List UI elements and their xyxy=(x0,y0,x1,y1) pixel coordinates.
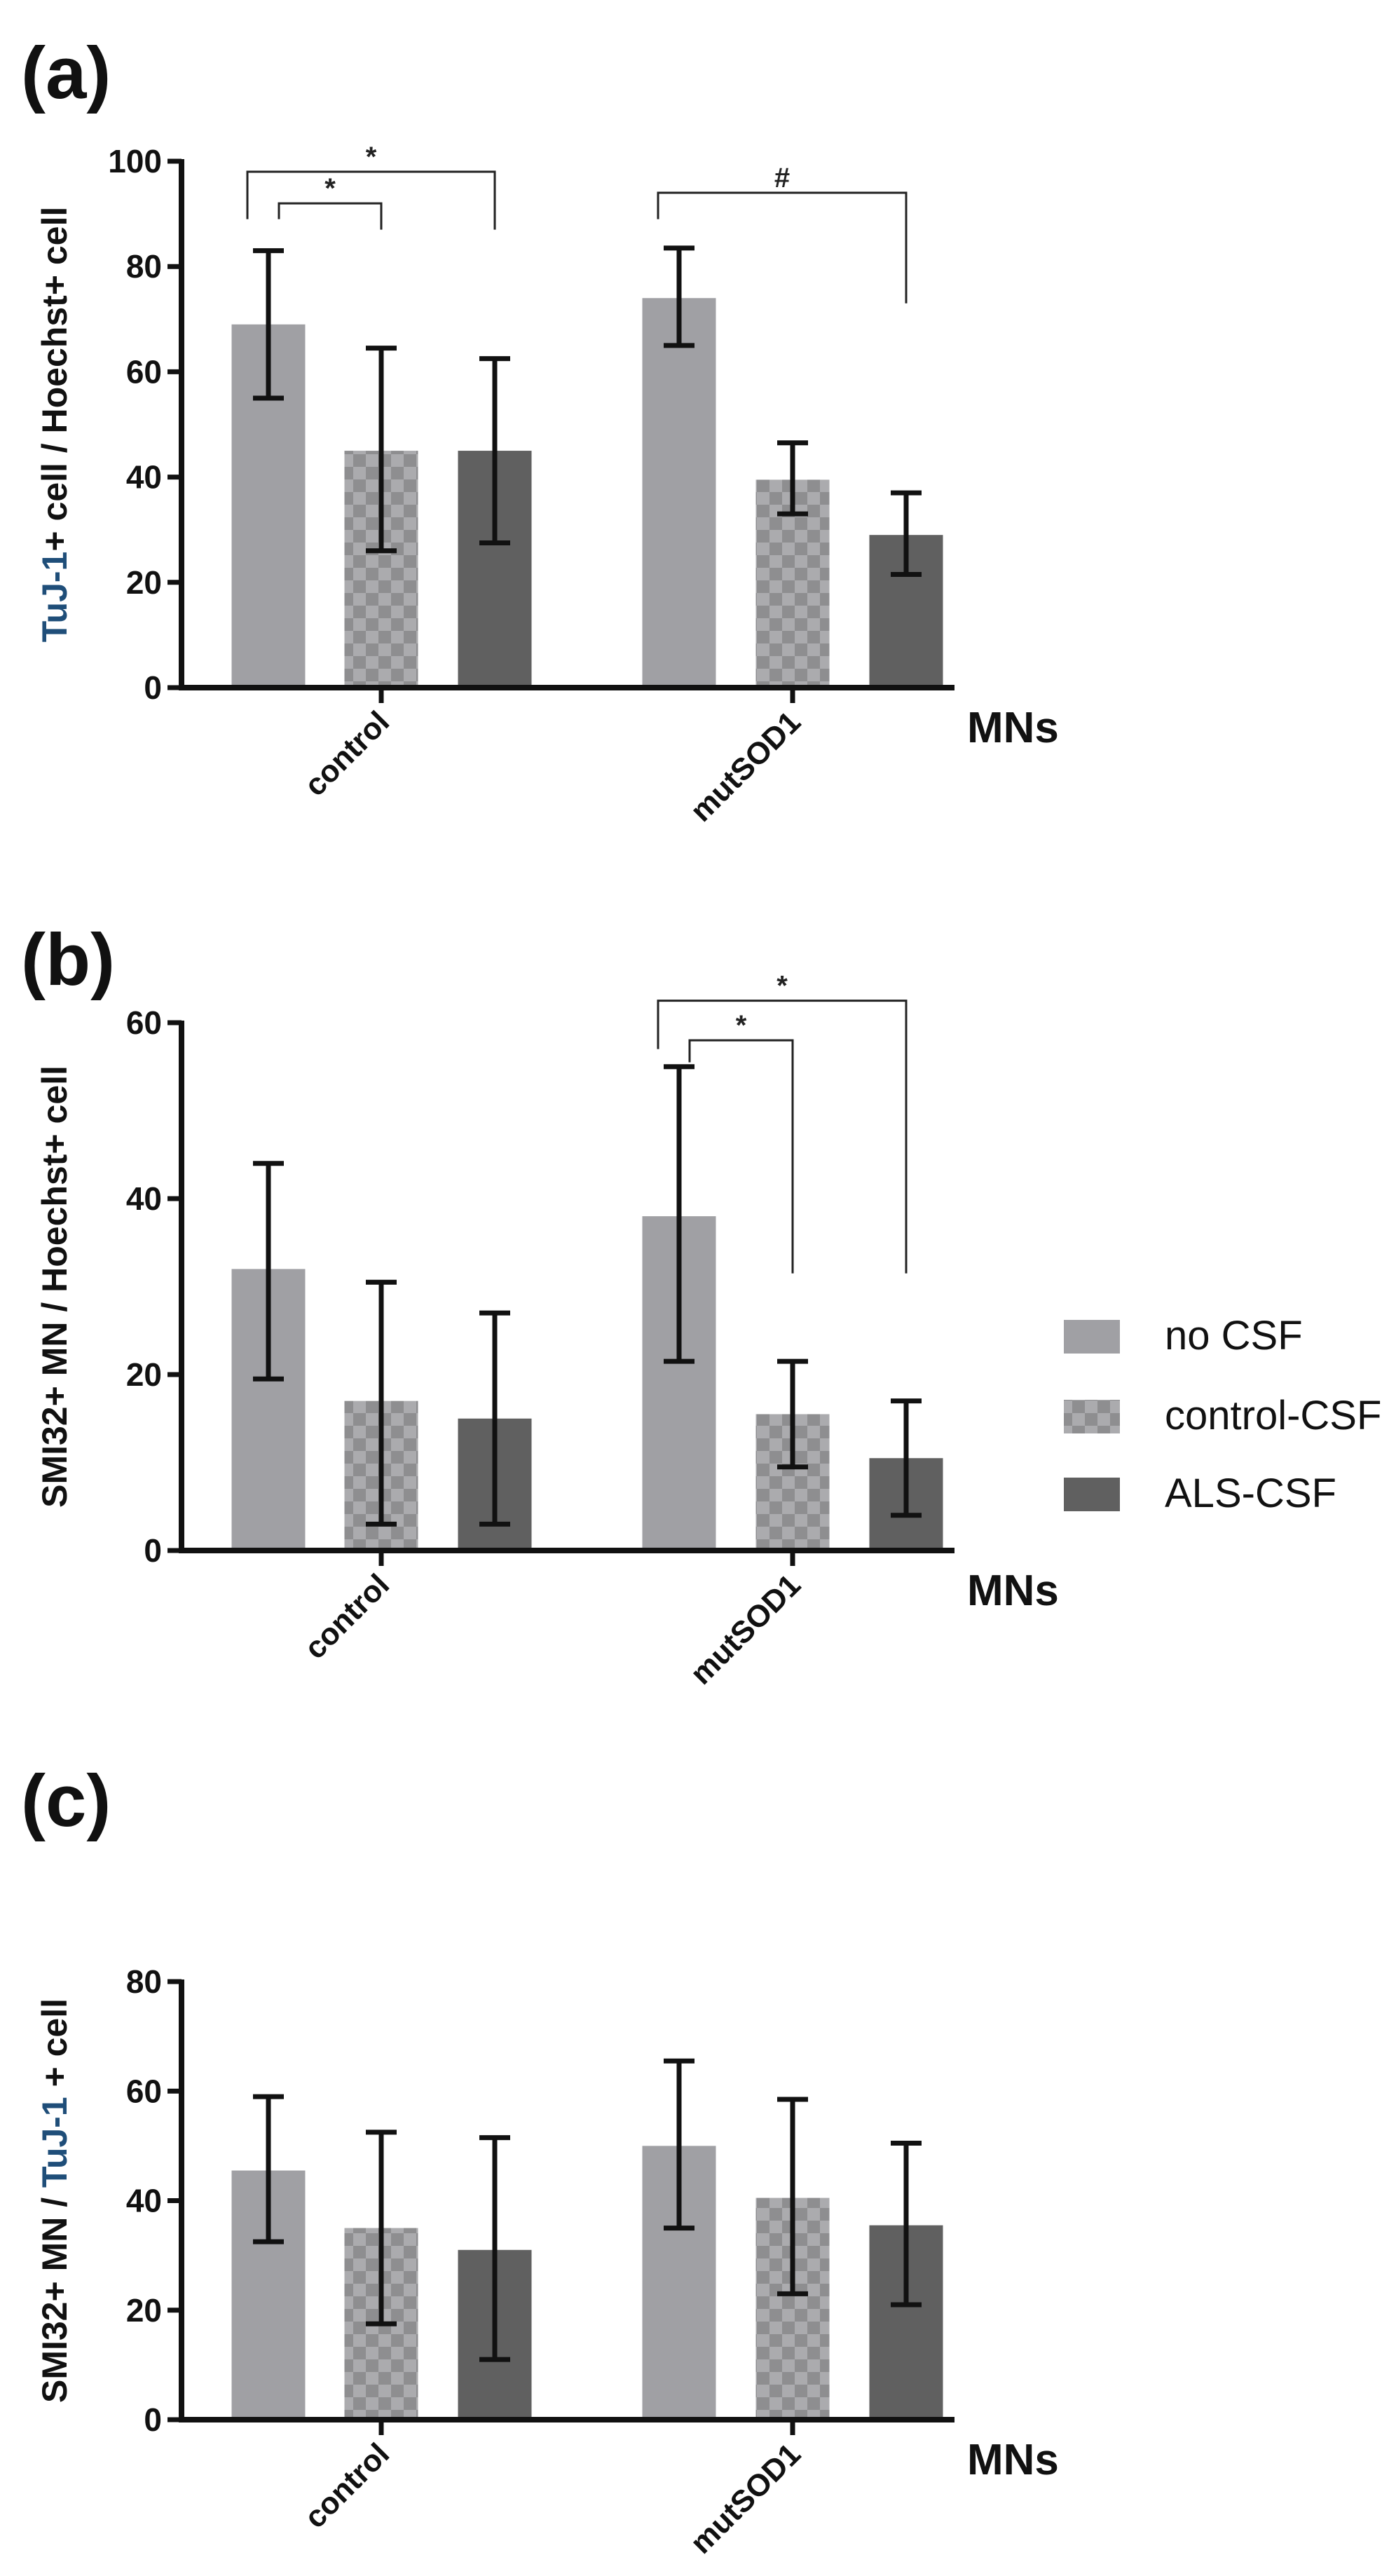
x-tick-label: mutSOD1 xyxy=(684,1567,807,1691)
legend-label: no CSF xyxy=(1165,1313,1303,1358)
y-tick-label: 0 xyxy=(144,1532,162,1569)
y-tick-label: 80 xyxy=(126,1963,162,2000)
significance-bracket xyxy=(657,191,908,304)
significance-bracket xyxy=(657,1000,908,1274)
legend-label: control-CSF xyxy=(1165,1393,1381,1438)
y-tick-label: 20 xyxy=(126,564,162,601)
x-tick-label: mutSOD1 xyxy=(684,704,807,828)
significance-marker: * xyxy=(736,1010,747,1041)
x-tick-label: control xyxy=(298,2437,396,2535)
y-axis-label-marker: TuJ-1 xyxy=(35,2097,74,2188)
significance-bracket xyxy=(246,170,496,230)
significance-marker: * xyxy=(366,142,377,172)
x-tick-label: control xyxy=(298,704,396,803)
y-axis-label: TuJ-1+ cell / Hoechst+ cell xyxy=(35,207,74,643)
panel-label: (a) xyxy=(21,32,111,114)
y-tick-label: 80 xyxy=(126,248,162,285)
significance-marker: # xyxy=(774,163,790,193)
bar-mutSOD1-0 xyxy=(642,298,716,688)
y-axis-label: SMI32+ MN / TuJ-1 + cell xyxy=(35,1998,74,2403)
x-axis-label: MNs xyxy=(967,2436,1059,2484)
y-tick-label: 0 xyxy=(144,669,162,706)
y-tick-label: 20 xyxy=(126,1356,162,1393)
y-axis-label-text: SMI32+ MN / Hoechst+ cell xyxy=(35,1065,74,1508)
significance-bracket xyxy=(688,1039,794,1274)
significance-bracket xyxy=(278,202,383,230)
y-tick-label: 40 xyxy=(126,459,162,496)
panel-label: (b) xyxy=(21,919,115,1001)
chart-panel-b: (b) 0 20 40 60 control mutSOD1 MNs SMI32+ MN / H… xyxy=(21,919,1059,1691)
legend-swatch xyxy=(1064,1400,1120,1433)
legend: no CSF control-CSF ALS-CSF xyxy=(1064,1313,1381,1516)
significance-marker: * xyxy=(324,173,336,204)
y-axis-label-text: SMI32+ MN / xyxy=(35,2188,74,2403)
x-axis-label: MNs xyxy=(967,1567,1059,1615)
y-tick-label: 0 xyxy=(144,2401,162,2438)
y-axis-label-marker: TuJ-1 xyxy=(35,552,74,643)
legend-swatch xyxy=(1064,1320,1120,1354)
y-tick-label: 100 xyxy=(108,143,162,179)
y-tick-label: 60 xyxy=(126,2073,162,2109)
x-axis-label: MNs xyxy=(967,704,1059,752)
y-tick-label: 40 xyxy=(126,1180,162,1217)
x-tick-label: mutSOD1 xyxy=(684,2437,807,2560)
x-tick-label: control xyxy=(298,1567,396,1665)
y-tick-label: 20 xyxy=(126,2292,162,2329)
y-tick-label: 40 xyxy=(126,2183,162,2219)
legend-swatch xyxy=(1064,1478,1120,1511)
y-tick-label: 60 xyxy=(126,1004,162,1041)
chart-panel-a: (a) 0 20 40 60 80 100 control mutSOD1 MNs TuJ-1+ c… xyxy=(21,32,1059,829)
chart-panel-c: (c) 0 20 40 60 80 control mutSOD1 MNs SMI32+ MN /… xyxy=(21,1760,1059,2561)
y-tick-label: 60 xyxy=(126,353,162,390)
y-axis-label-text: + cell xyxy=(35,1998,74,2097)
legend-label: ALS-CSF xyxy=(1165,1471,1336,1516)
y-axis-label: SMI32+ MN / Hoechst+ cell xyxy=(35,1065,74,1508)
y-axis-label-text: + cell / Hoechst+ cell xyxy=(35,207,74,552)
panel-label: (c) xyxy=(21,1760,111,1842)
significance-marker: * xyxy=(776,971,788,1002)
